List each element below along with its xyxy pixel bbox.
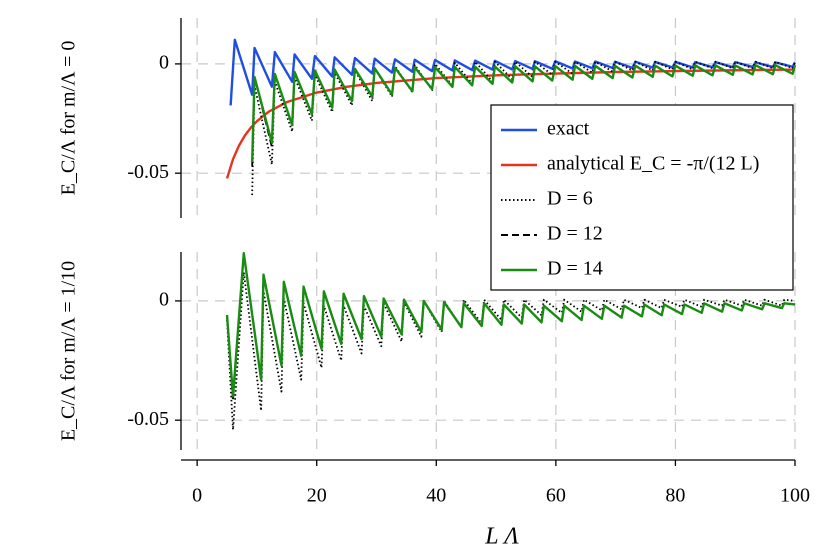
- x-tick-label: 0: [192, 485, 202, 507]
- y-tick-label: 0: [159, 51, 169, 73]
- legend-label: D = 6: [547, 188, 593, 210]
- y-tick-label: -0.05: [127, 408, 169, 430]
- y-axis-label: E_C/Λ for m/Λ = 1/10: [58, 261, 80, 441]
- legend-label: D = 12: [547, 223, 603, 245]
- series-line: [226, 271, 796, 431]
- x-tick-label: 20: [307, 485, 327, 507]
- legend-label: exact: [547, 118, 590, 140]
- y-axis-label: E_C/Λ for m/Λ = 0: [58, 41, 80, 196]
- y-tick-label: -0.05: [127, 161, 169, 183]
- x-tick-label: 80: [665, 485, 685, 507]
- x-axis-label: L Λ: [484, 524, 519, 550]
- y-tick-label: 0: [159, 288, 169, 310]
- x-tick-label: 60: [546, 485, 566, 507]
- legend-box: [490, 104, 794, 291]
- x-tick-label: 100: [780, 485, 810, 507]
- legend-label: D = 14: [547, 258, 603, 280]
- legend-label: analytical E_C = -π/(12 L): [547, 153, 759, 175]
- series-line: [251, 60, 796, 196]
- x-tick-label: 40: [426, 485, 446, 507]
- series-line: [225, 252, 796, 398]
- series-line: [250, 64, 797, 163]
